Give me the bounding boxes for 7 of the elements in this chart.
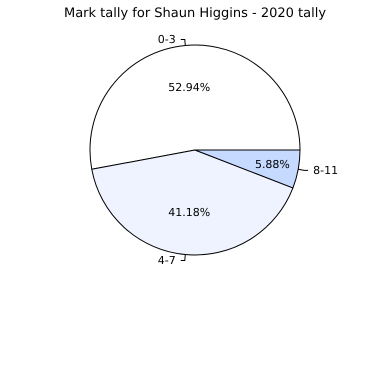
slice-label: 8-11 (313, 164, 338, 177)
slice-label: 0-3 (158, 32, 176, 46)
slice-label: 4-7 (158, 254, 176, 268)
chart-title: Mark tally for Shaun Higgins - 2020 tally (64, 6, 326, 21)
data-label: 5.88% (254, 158, 290, 171)
data-label: 52.94% (168, 80, 210, 94)
data-label: 41.18% (168, 206, 210, 220)
